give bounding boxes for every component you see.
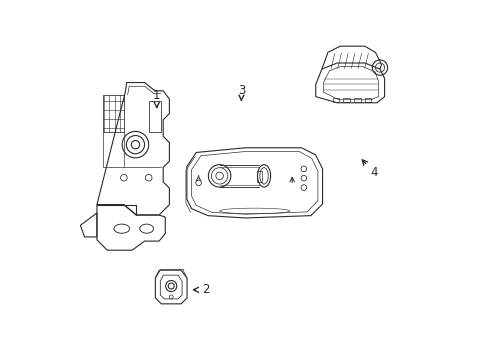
Bar — [354, 98, 361, 102]
Text: 4: 4 — [371, 166, 378, 179]
Text: 2: 2 — [202, 283, 209, 296]
Bar — [333, 98, 339, 102]
Text: 1: 1 — [153, 89, 161, 102]
Bar — [343, 98, 350, 102]
Bar — [365, 98, 371, 102]
Text: 3: 3 — [238, 84, 245, 96]
